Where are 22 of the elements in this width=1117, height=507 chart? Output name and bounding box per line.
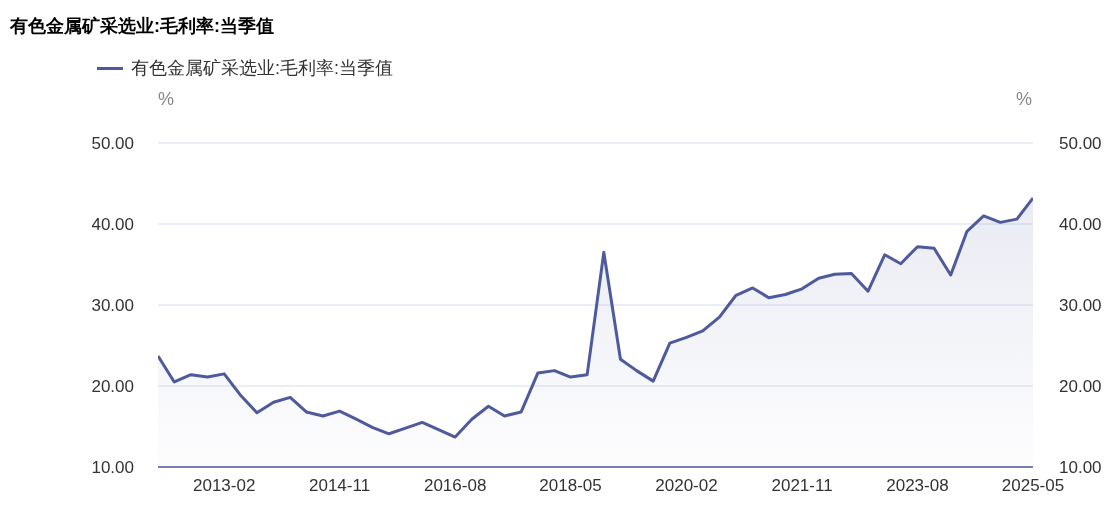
- y2-tick-label: 10.00: [1059, 458, 1102, 478]
- chart-title: 有色金属矿采选业:毛利率:当季值: [10, 15, 274, 38]
- y2-tick-label: 20.00: [1059, 377, 1102, 397]
- x-tick-label: 2013-02: [193, 476, 256, 496]
- y-axis-title: %: [158, 89, 175, 110]
- x-tick-label: 2014-11: [309, 476, 371, 496]
- x-tick-label: 2021-11: [771, 476, 833, 496]
- x-tick-label: 2016-08: [423, 476, 487, 496]
- y-tick-label: 50.00: [91, 134, 134, 154]
- y2-axis-title: %: [1016, 89, 1033, 110]
- y2-tick-label: 50.00: [1059, 134, 1102, 154]
- y2-tick-label: 30.00: [1059, 296, 1102, 316]
- x-tick-label: 2023-08: [886, 476, 949, 496]
- y-tick-label: 20.00: [91, 377, 134, 397]
- y-tick-label: 40.00: [91, 215, 134, 235]
- x-tick-label: 2018-05: [539, 476, 602, 496]
- x-tick-label: 2020-02: [655, 476, 718, 496]
- y-tick-label: 10.00: [91, 458, 134, 478]
- y2-tick-label: 40.00: [1059, 215, 1102, 235]
- y-tick-label: 30.00: [91, 296, 134, 316]
- x-tick-label: 2025-05: [1001, 476, 1065, 496]
- legend-label: 有色金属矿采选业:毛利率:当季值: [131, 57, 394, 80]
